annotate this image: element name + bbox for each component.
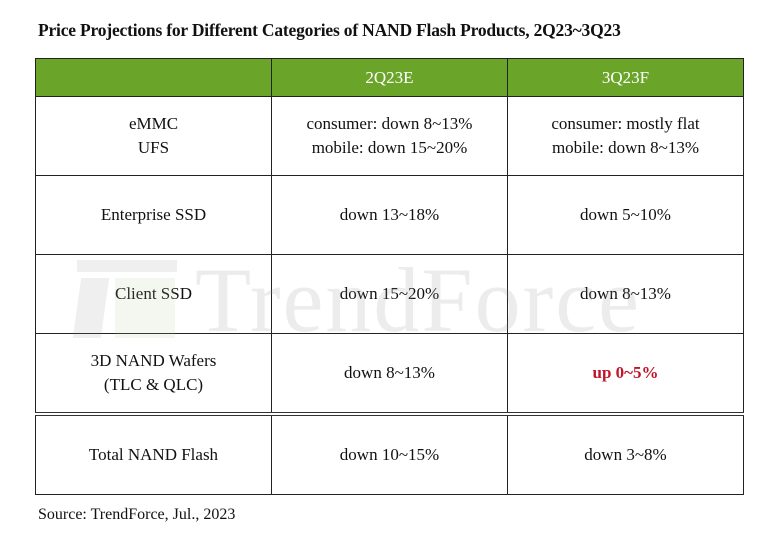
value-line: mobile: down 15~20% — [311, 138, 468, 157]
q3-cell: down 8~13% — [507, 254, 744, 334]
q2-cell: down 13~18% — [271, 175, 508, 255]
q3-cell: down 5~10% — [507, 175, 744, 255]
q2-cell: down 10~15% — [271, 412, 508, 495]
source-note: Source: TrendForce, Jul., 2023 — [38, 506, 236, 523]
q3-cell: consumer: mostly flat mobile: down 8~13% — [507, 96, 744, 176]
value-line: consumer: mostly flat — [551, 114, 700, 133]
category-cell: Enterprise SSD — [35, 175, 272, 255]
category-line: UFS — [137, 138, 170, 157]
header-cell-2q23e: 2Q23E — [271, 58, 508, 97]
category-cell: 3D NAND Wafers (TLC & QLC) — [35, 333, 272, 415]
value-line: mobile: down 8~13% — [551, 138, 700, 157]
q2-cell: down 8~13% — [271, 333, 508, 415]
category-line: eMMC — [128, 114, 179, 133]
table-row: 3D NAND Wafers (TLC & QLC) down 8~13% up … — [35, 333, 744, 415]
table-row: Enterprise SSD down 13~18% down 5~10% — [35, 175, 744, 255]
price-projection-table: 2Q23E 3Q23F eMMC UFS consumer: down 8~13%… — [35, 58, 744, 495]
category-line: (TLC & QLC) — [103, 375, 204, 394]
q3-cell: down 3~8% — [507, 412, 744, 495]
category-line: 3D NAND Wafers — [90, 351, 217, 370]
table-row: eMMC UFS consumer: down 8~13% mobile: down… — [35, 96, 744, 176]
table-row: Client SSD down 15~20% down 8~13% — [35, 254, 744, 334]
category-cell: Client SSD — [35, 254, 272, 334]
header-cell-3q23f: 3Q23F — [507, 58, 744, 97]
header-cell-category — [35, 58, 272, 97]
table-title: Price Projections for Different Categori… — [38, 20, 621, 40]
value-line: consumer: down 8~13% — [306, 114, 473, 133]
category-cell: eMMC UFS — [35, 96, 272, 176]
header-row: 2Q23E 3Q23F — [35, 58, 744, 97]
q2-cell: consumer: down 8~13% mobile: down 15~20% — [271, 96, 508, 176]
q3-cell-highlight: up 0~5% — [507, 333, 744, 415]
total-row: Total NAND Flash down 10~15% down 3~8% — [35, 412, 744, 495]
q2-cell: down 15~20% — [271, 254, 508, 334]
category-cell: Total NAND Flash — [35, 412, 272, 495]
